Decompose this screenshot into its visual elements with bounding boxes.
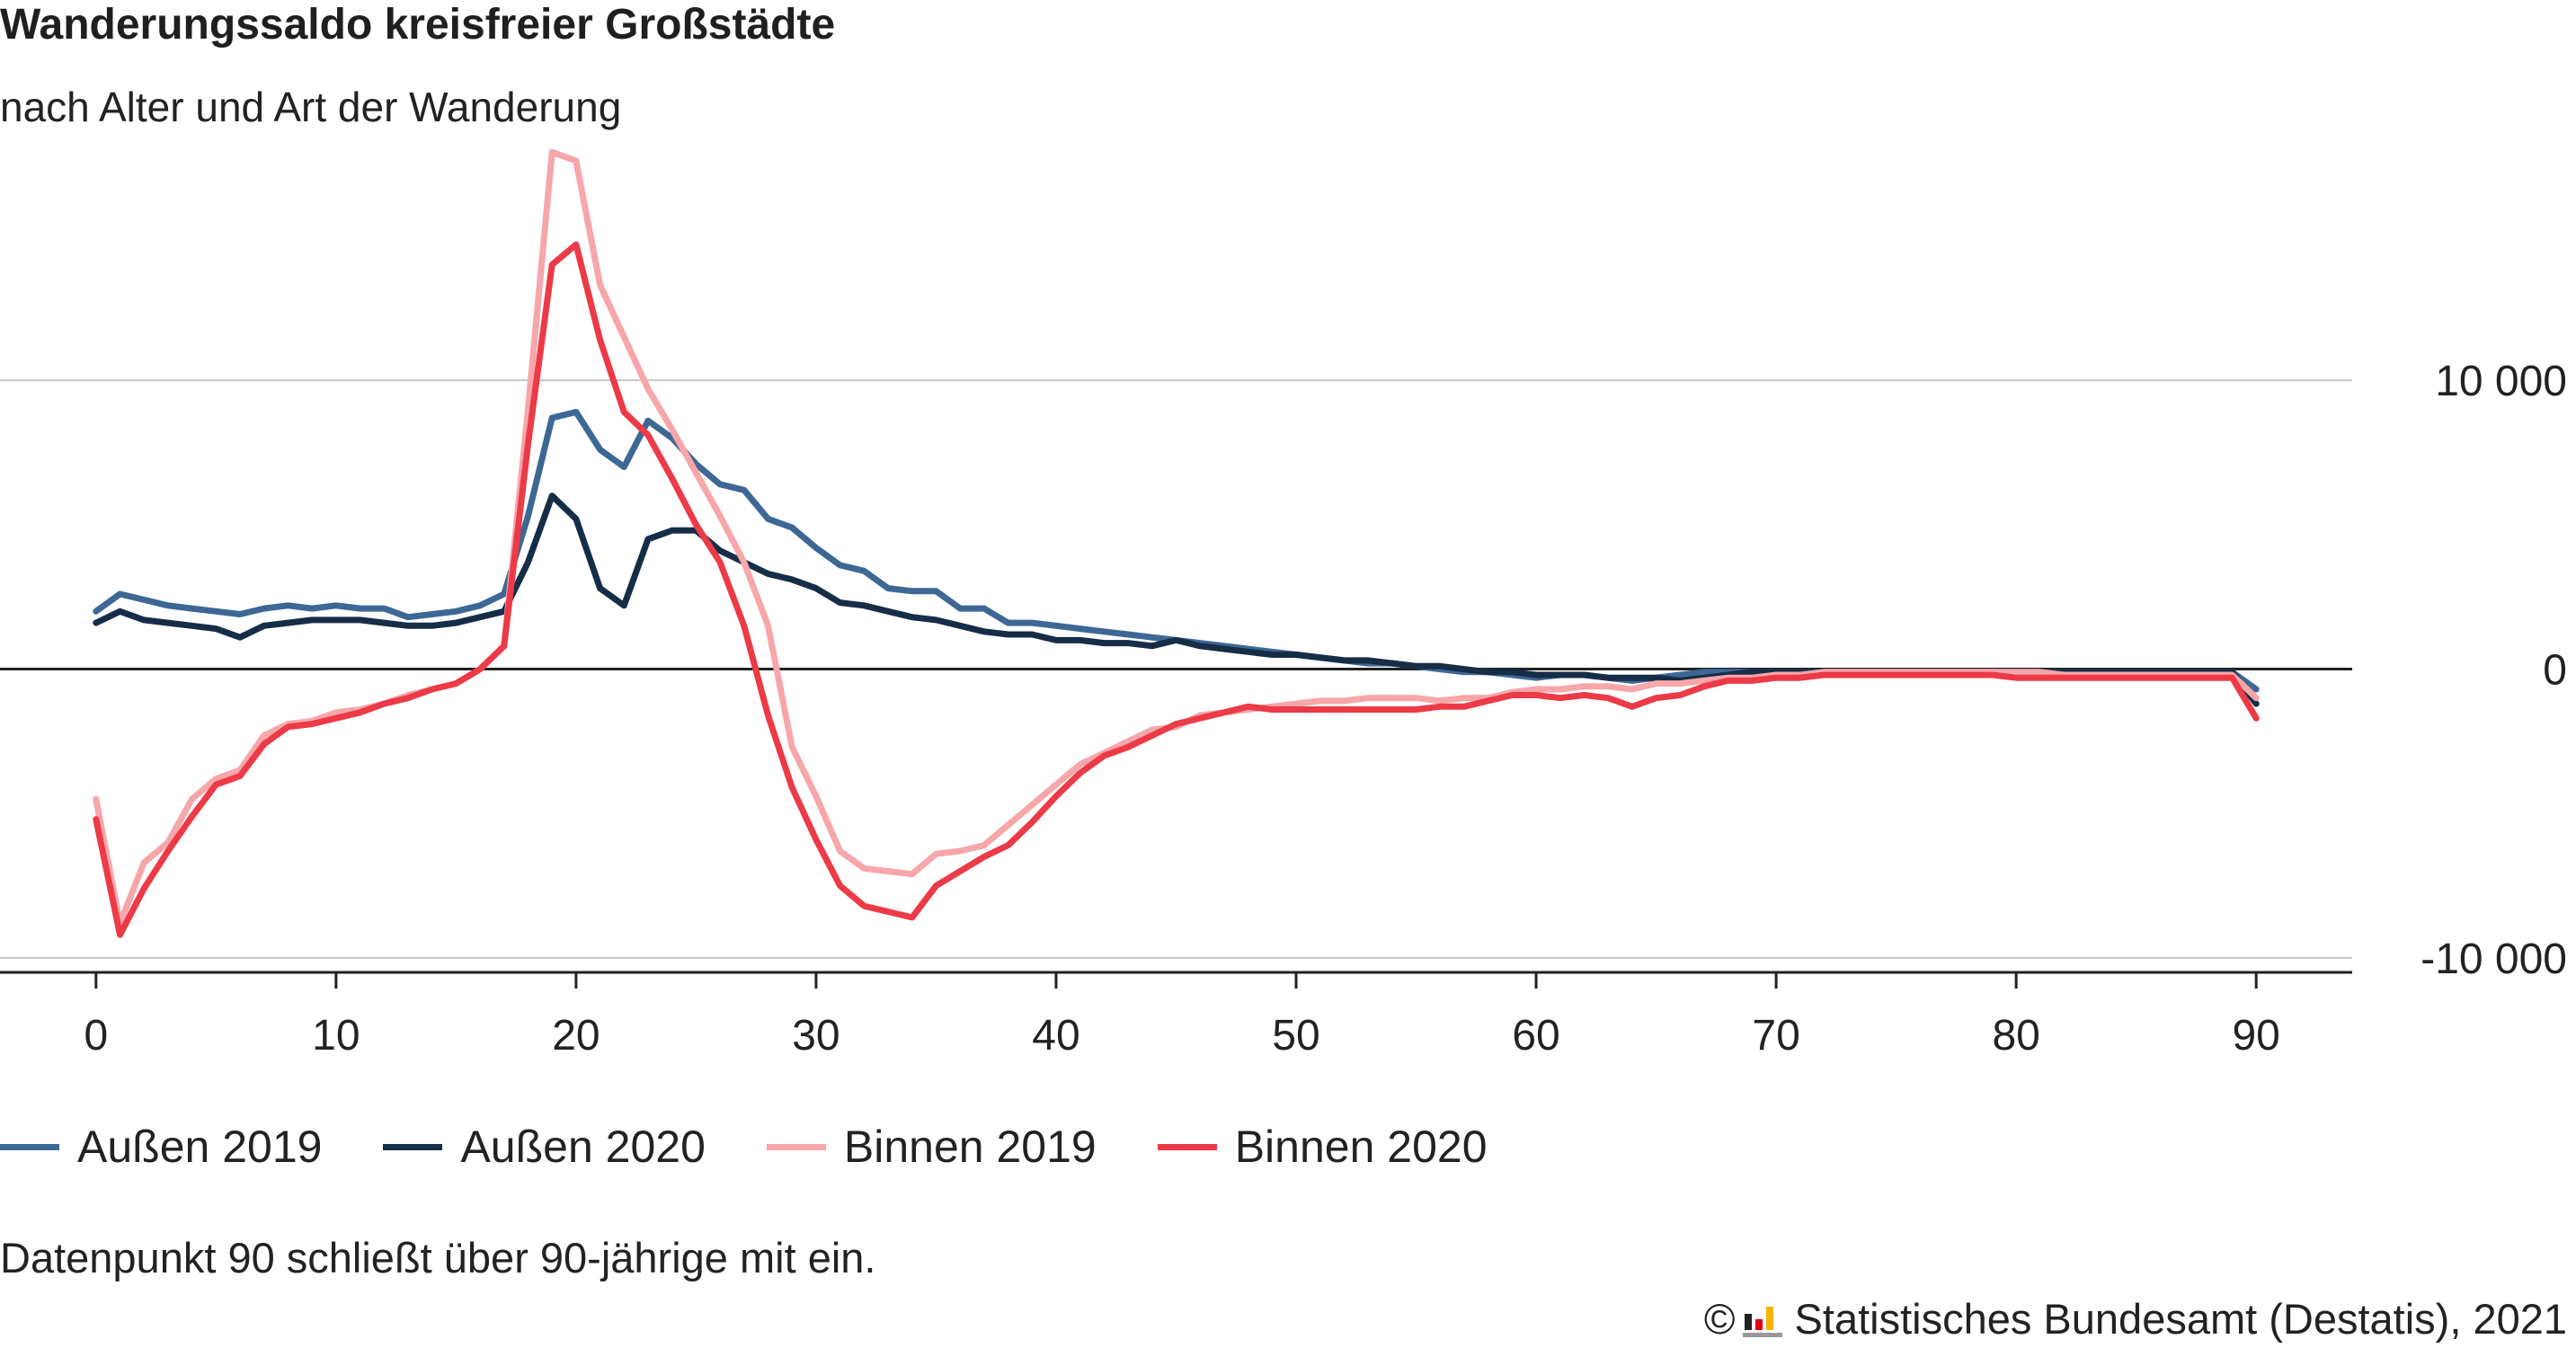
legend-swatch: [766, 1143, 826, 1150]
legend-item-aussen-2020[interactable]: Außen 2020: [383, 1121, 706, 1173]
legend-swatch: [1157, 1143, 1217, 1150]
chart-subtitle: nach Alter und Art der Wanderung: [0, 84, 622, 130]
footnote: Datenpunkt 90 schließt über 90-jährige m…: [0, 1234, 876, 1281]
x-axis: 0 10 20 30 40 50 60 70 80 90: [0, 971, 2352, 1060]
legend-label: Außen 2019: [77, 1122, 323, 1172]
legend-swatch: [383, 1143, 443, 1150]
x-tick-label: 0: [84, 1012, 108, 1060]
x-tick-label: 50: [1272, 1012, 1319, 1060]
legend-label: Binnen 2019: [843, 1122, 1097, 1172]
x-tick-label: 90: [2232, 1012, 2279, 1060]
destatis-logo-icon: [1742, 1306, 1782, 1337]
x-tick-label: 70: [1752, 1012, 1799, 1060]
legend-item-aussen-2019[interactable]: Außen 2019: [0, 1121, 322, 1173]
series-line-1: [93, 409, 2260, 693]
legend: Außen 2019 Außen 2020 Binnen 2019 Binnen…: [0, 1122, 1549, 1172]
y-tick-label: -10 000: [2421, 936, 2567, 983]
x-tick-label: 30: [792, 1012, 839, 1060]
legend-item-binnen-2020[interactable]: Binnen 2020: [1157, 1121, 1488, 1173]
line-chart: 10 000 0 -10 000 0 10 20 30 40 50 60 70 80 90: [0, 148, 2567, 1060]
source-credit: © Statistisches Bundesamt (Destatis), 20…: [1704, 1294, 2567, 1344]
x-tick-label: 10: [312, 1012, 360, 1060]
series-line-4: [93, 241, 2260, 938]
y-tick-label: 0: [2543, 647, 2567, 695]
chart-title: Wanderungssaldo kreisfreier Großstädte: [0, 1, 836, 49]
series-lines: [93, 148, 2260, 938]
series-line-3: [93, 148, 2260, 927]
x-tick-label: 40: [1032, 1012, 1079, 1060]
x-tick-label: 60: [1512, 1012, 1559, 1060]
x-tick-label: 80: [1992, 1012, 2039, 1060]
copyright-symbol: ©: [1703, 1295, 1736, 1343]
y-tick-label: 10 000: [2435, 358, 2567, 405]
legend-label: Binnen 2020: [1234, 1122, 1488, 1172]
legend-label: Außen 2020: [460, 1122, 706, 1172]
x-tick-label: 20: [552, 1012, 600, 1060]
source-text[interactable]: Statistisches Bundesamt (Destatis), 2021: [1794, 1295, 2567, 1343]
legend-item-binnen-2019[interactable]: Binnen 2019: [766, 1121, 1097, 1173]
legend-swatch: [0, 1143, 59, 1150]
y-axis-tick-labels: 10 000 0 -10 000: [2421, 358, 2567, 983]
